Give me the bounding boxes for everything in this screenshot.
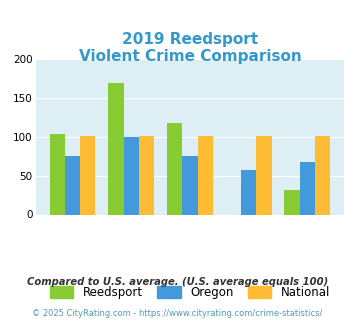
Text: © 2025 CityRating.com - https://www.cityrating.com/crime-statistics/: © 2025 CityRating.com - https://www.city… [32,309,323,318]
Bar [124,137,139,214]
Bar [284,190,300,214]
Text: Violent Crime Comparison: Violent Crime Comparison [78,49,301,64]
Bar [256,136,272,214]
Bar [167,123,182,214]
Bar [241,170,256,214]
Bar [65,156,80,214]
Text: Compared to U.S. average. (U.S. average equals 100): Compared to U.S. average. (U.S. average … [27,277,328,287]
Bar [300,162,315,214]
Bar [198,136,213,214]
Legend: Reedsport, Oregon, National: Reedsport, Oregon, National [50,285,330,299]
Bar [182,156,198,214]
Bar [139,136,154,214]
Bar [50,134,65,214]
Bar [80,136,95,214]
Text: 2019 Reedsport: 2019 Reedsport [122,32,258,47]
Bar [315,136,330,214]
Bar [108,83,124,214]
